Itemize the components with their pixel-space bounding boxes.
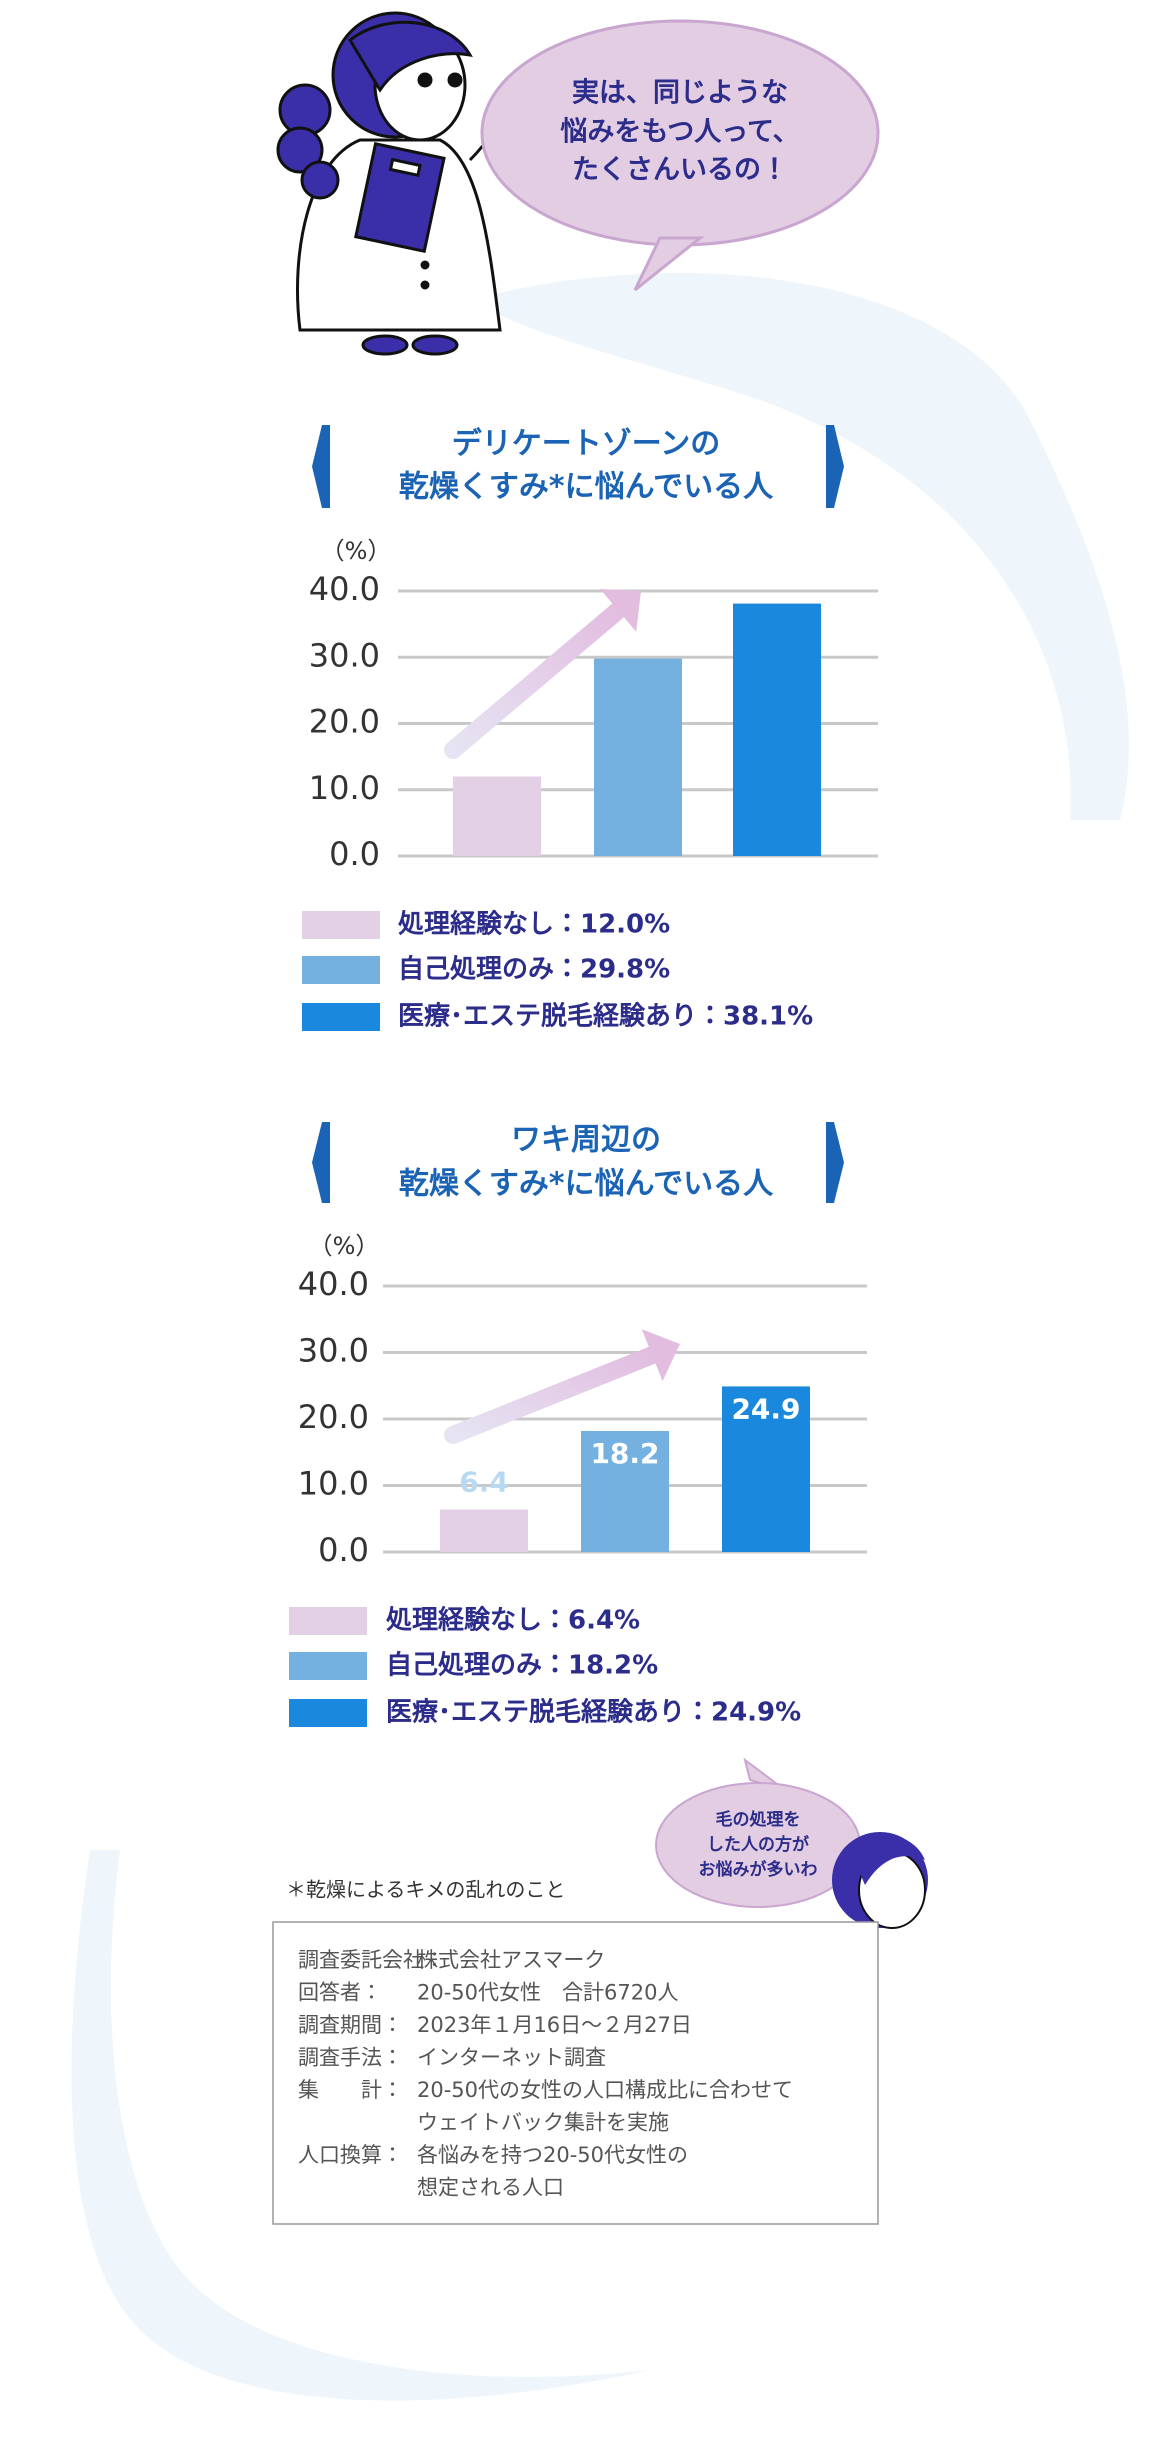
small-bubble-text: 毛の処理を: [716, 1809, 801, 1830]
bar: [594, 658, 682, 856]
y-axis-label: （%）: [321, 537, 392, 565]
small-bubble-text: お悩みが多いわ: [699, 1859, 818, 1880]
legend-label: 自己処理のみ：29.8%: [398, 954, 670, 985]
y-axis-label: （%）: [309, 1232, 380, 1260]
bracket: [312, 1122, 330, 1203]
bar: [581, 1430, 669, 1552]
legend-swatch: [289, 1652, 367, 1680]
survey-label: 調査期間：: [298, 2013, 403, 2037]
legend-label: 医療･エステ脱毛経験あり：38.1%: [398, 1001, 813, 1032]
survey-label: 人口換算：: [298, 2143, 403, 2167]
y-tick-label: 0.0: [318, 1531, 369, 1569]
survey-value: 20-50代の女性の人口構成比に合わせて: [417, 2078, 793, 2102]
bracket: [312, 425, 330, 508]
y-tick-label: 0.0: [329, 835, 380, 873]
speech-text: 悩みをもつ人って、: [560, 117, 799, 148]
character: [276, 11, 507, 356]
survey-label: 回答者：: [298, 1981, 382, 2005]
bar: [453, 776, 541, 856]
survey-value: インターネット調査: [417, 2046, 606, 2070]
trend-arrow: [444, 1346, 662, 1444]
legend-swatch: [302, 1003, 380, 1031]
trend-arrow-head: [600, 588, 641, 632]
survey-value: 株式会社アスマーク: [417, 1948, 605, 1972]
survey-box: [272, 1921, 879, 2225]
speech-bubble: [480, 19, 880, 292]
data-label: 18.2: [590, 1437, 659, 1470]
y-tick-label: 40.0: [309, 570, 380, 608]
legend-swatch: [302, 911, 380, 939]
chart-title: ワキ周辺の: [511, 1123, 661, 1158]
bar: [440, 1509, 528, 1552]
small-bubble: [655, 1757, 928, 1929]
survey-label: 集 計：: [298, 2078, 403, 2102]
bar: [733, 603, 821, 856]
y-tick-label: 40.0: [298, 1265, 369, 1303]
trend-arrow: [444, 601, 628, 759]
survey-value: 想定される人口: [417, 2176, 564, 2200]
background-swirl: [470, 273, 1129, 820]
survey-value: 2023年１月16日～２月27日: [417, 2013, 692, 2037]
bracket: [826, 1122, 844, 1203]
legend-swatch: [302, 956, 380, 984]
bar: [722, 1386, 810, 1552]
legend-label: 自己処理のみ：18.2%: [386, 1650, 658, 1681]
speech-text: 実は、同じような: [572, 78, 788, 109]
legend-label: 処理経験なし：6.4%: [386, 1605, 640, 1636]
y-tick-label: 30.0: [309, 636, 380, 674]
data-label: 24.9: [731, 1392, 800, 1425]
y-tick-label: 20.0: [298, 1398, 369, 1436]
small-bubble-text: した人の方が: [707, 1834, 809, 1855]
chart-title: 乾燥くすみ*に悩んでいる人: [399, 1167, 774, 1202]
footnote: ＊乾燥によるキメの乱れのこと: [286, 1878, 565, 1902]
survey-value: ウェイトバック集計を実施: [417, 2111, 669, 2135]
survey-label: 調査手法：: [298, 2046, 403, 2070]
chart-title: デリケートゾーンの: [452, 427, 721, 462]
y-tick-label: 30.0: [298, 1332, 369, 1370]
legend-label: 医療･エステ脱毛経験あり：24.9%: [386, 1697, 801, 1728]
chart-title: 乾燥くすみ*に悩んでいる人: [399, 470, 774, 505]
legend-label: 処理経験なし：12.0%: [398, 909, 670, 940]
legend-swatch: [289, 1607, 367, 1635]
y-tick-label: 20.0: [309, 703, 380, 741]
trend-arrow-head: [641, 1329, 680, 1382]
bracket: [826, 425, 844, 508]
survey-value: 20-50代女性 合計6720人: [417, 1981, 678, 2005]
legend-swatch: [289, 1699, 367, 1727]
data-label: 6.4: [459, 1465, 509, 1498]
y-tick-label: 10.0: [309, 769, 380, 807]
speech-text: たくさんいるの！: [572, 155, 788, 186]
survey-value: 各悩みを持つ20-50代女性の: [417, 2143, 688, 2167]
survey-label: 調査委託会社：: [298, 1948, 445, 1972]
y-tick-label: 10.0: [298, 1465, 369, 1503]
